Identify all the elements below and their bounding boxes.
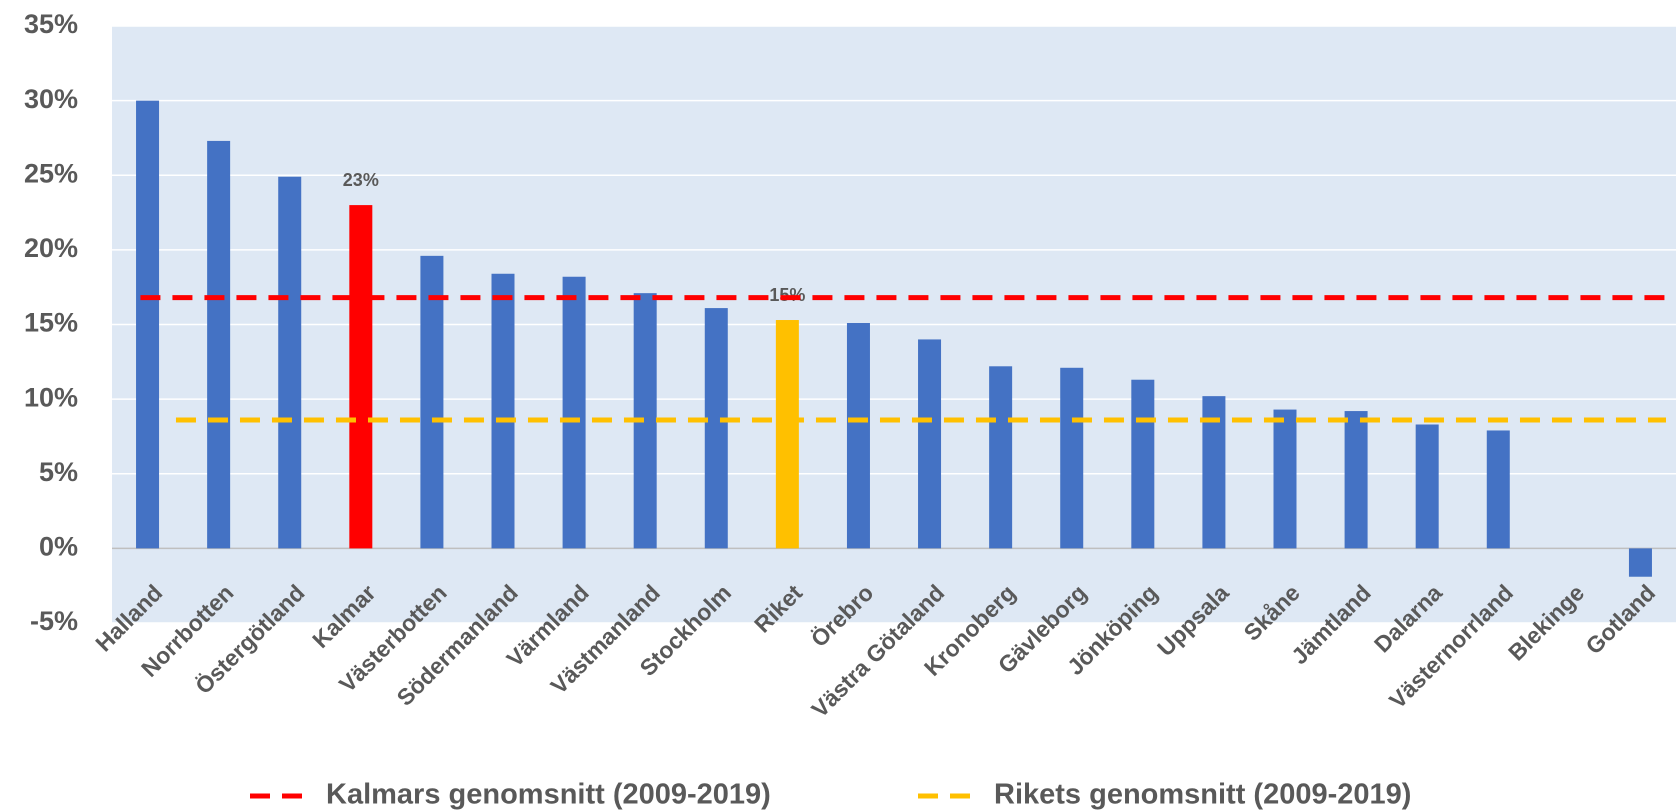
bar: [491, 273, 515, 549]
bar: [420, 255, 444, 549]
y-tick-label: 30%: [24, 84, 78, 114]
y-tick-label: 0%: [39, 532, 78, 562]
bar: [846, 323, 870, 549]
y-tick-label: 5%: [39, 457, 78, 487]
y-tick-label: 15%: [24, 308, 78, 338]
bar: [1131, 379, 1155, 549]
bar: [989, 366, 1013, 549]
bar: [1628, 548, 1652, 577]
y-tick-label: -5%: [30, 606, 78, 636]
y-tick-label: 10%: [24, 382, 78, 412]
bar: [562, 276, 586, 549]
y-tick-label: 35%: [24, 9, 78, 39]
bar: [775, 320, 799, 549]
bar: [1060, 367, 1084, 549]
bar: [1486, 430, 1510, 549]
bar: [278, 176, 302, 549]
value-label: 15%: [769, 285, 805, 305]
bar: [1415, 424, 1439, 549]
bar: [918, 339, 942, 549]
value-label: 23%: [343, 170, 379, 190]
bar: [349, 205, 373, 549]
bar: [704, 308, 728, 549]
bar: [1273, 409, 1297, 549]
legend-label: Rikets genomsnitt (2009-2019): [994, 779, 1411, 810]
bar: [1202, 396, 1226, 549]
bar: [1344, 411, 1368, 549]
y-tick-label: 20%: [24, 233, 78, 263]
bar: [136, 100, 160, 549]
y-tick-label: 25%: [24, 158, 78, 188]
legend-label: Kalmars genomsnitt (2009-2019): [326, 779, 771, 810]
bar: [207, 140, 231, 549]
bar: [633, 293, 657, 549]
